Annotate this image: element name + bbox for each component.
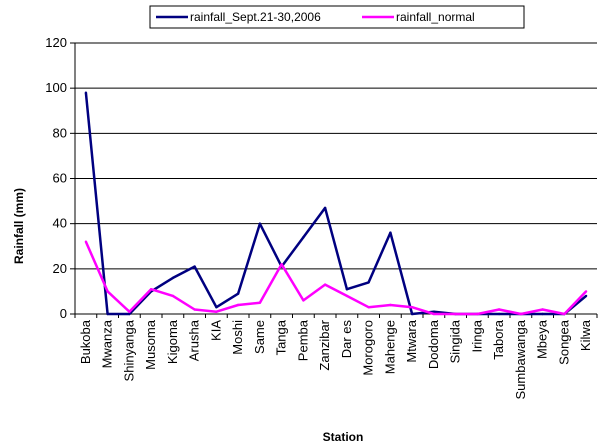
data-point	[280, 263, 283, 266]
legend: rainfall_Sept.21-30,2006 rainfall_normal	[149, 5, 525, 29]
x-tick-label: Same	[252, 320, 267, 354]
data-point	[302, 236, 305, 239]
data-point	[432, 310, 436, 313]
x-tick-label: KIA	[208, 320, 223, 341]
legend-label-rainfall-normal: rainfall_normal	[396, 10, 475, 24]
series-line-0	[84, 92, 587, 316]
data-point	[128, 310, 131, 313]
x-tick-label: Bukoba	[78, 319, 93, 364]
legend-box	[149, 5, 525, 29]
data-point	[236, 303, 240, 307]
data-point	[476, 312, 479, 316]
data-point	[106, 312, 109, 316]
y-axis-title: Rainfall (mm)	[12, 188, 26, 264]
data-point	[149, 288, 153, 291]
data-point	[345, 294, 349, 298]
x-tick-label: Shinyanga	[121, 319, 136, 381]
y-tick-label: 80	[53, 125, 67, 140]
x-tick-label: Morogoro	[361, 320, 376, 376]
data-point	[171, 294, 175, 298]
x-tick-label: Singida	[448, 319, 463, 363]
data-point	[258, 301, 262, 304]
legend-label-rainfall-sept: rainfall_Sept.21-30,2006	[190, 10, 321, 24]
x-tick-label: Tabora	[491, 319, 506, 360]
data-point	[389, 231, 392, 234]
y-tick-labels: 0 20 40 60 80 100 120	[45, 35, 67, 321]
data-point	[432, 312, 436, 316]
data-point	[454, 312, 457, 316]
data-point	[367, 281, 370, 284]
data-point	[519, 312, 523, 316]
y-tick-label: 100	[45, 80, 67, 95]
data-point	[563, 312, 566, 316]
data-point	[584, 290, 588, 293]
data-point	[84, 91, 88, 94]
data-point	[497, 312, 501, 316]
data-point	[258, 222, 262, 225]
x-tick-label: Tanga	[274, 319, 289, 355]
x-tick-label: Arusha	[187, 319, 202, 361]
x-tick-label: Kigoma	[165, 319, 180, 364]
data-point	[410, 312, 414, 316]
y-tick-label: 0	[60, 306, 67, 321]
data-point	[215, 310, 218, 313]
data-point	[541, 308, 544, 311]
data-point	[389, 303, 392, 307]
grid-lines	[70, 42, 597, 315]
x-tick-label: Mwanza	[100, 319, 115, 368]
data-point	[410, 306, 414, 309]
data-point	[497, 308, 501, 311]
data-point	[236, 292, 240, 295]
x-tick-label: Musoma	[143, 319, 158, 370]
data-point	[302, 299, 305, 302]
x-axis-title: Station	[323, 430, 364, 444]
x-tick-label: Mbeya	[535, 319, 550, 359]
x-tick-label: Kilwa	[578, 319, 593, 351]
data-point	[584, 294, 588, 298]
data-point	[323, 206, 327, 210]
x-tick-label: Sumbawanga	[513, 319, 528, 399]
x-tick-label: Dodoma	[426, 319, 441, 369]
series-lines	[84, 91, 588, 316]
x-tick-label: Zanzibar	[317, 319, 332, 370]
data-point	[541, 312, 544, 316]
data-point	[367, 306, 370, 309]
y-tick-label: 120	[45, 35, 67, 50]
x-tick-label: Dar es	[339, 320, 354, 359]
y-tick-label: 20	[53, 261, 67, 276]
series-line-1	[84, 241, 588, 316]
x-tick-label: Songea	[556, 319, 571, 365]
x-tick-label: Pemba	[295, 319, 310, 361]
x-tick-labels: Bukoba Mwanza Shinyanga Musoma Kigoma Arusha K…	[78, 319, 593, 399]
data-point	[171, 276, 175, 280]
y-tick-label: 60	[53, 171, 67, 186]
axes	[74, 43, 598, 318]
data-point	[193, 265, 196, 268]
data-point	[128, 312, 131, 316]
data-point	[323, 283, 327, 286]
x-tick-label: Moshi	[230, 320, 245, 355]
x-tick-label: Iringa	[469, 319, 484, 352]
x-tick-label: Mahenge	[382, 320, 397, 374]
data-point	[193, 308, 196, 311]
x-tick-label: Mtwara	[404, 319, 419, 362]
data-point	[106, 290, 109, 293]
data-point	[345, 288, 349, 291]
y-tick-label: 40	[53, 216, 67, 231]
data-point	[84, 240, 88, 243]
data-point	[215, 306, 218, 309]
